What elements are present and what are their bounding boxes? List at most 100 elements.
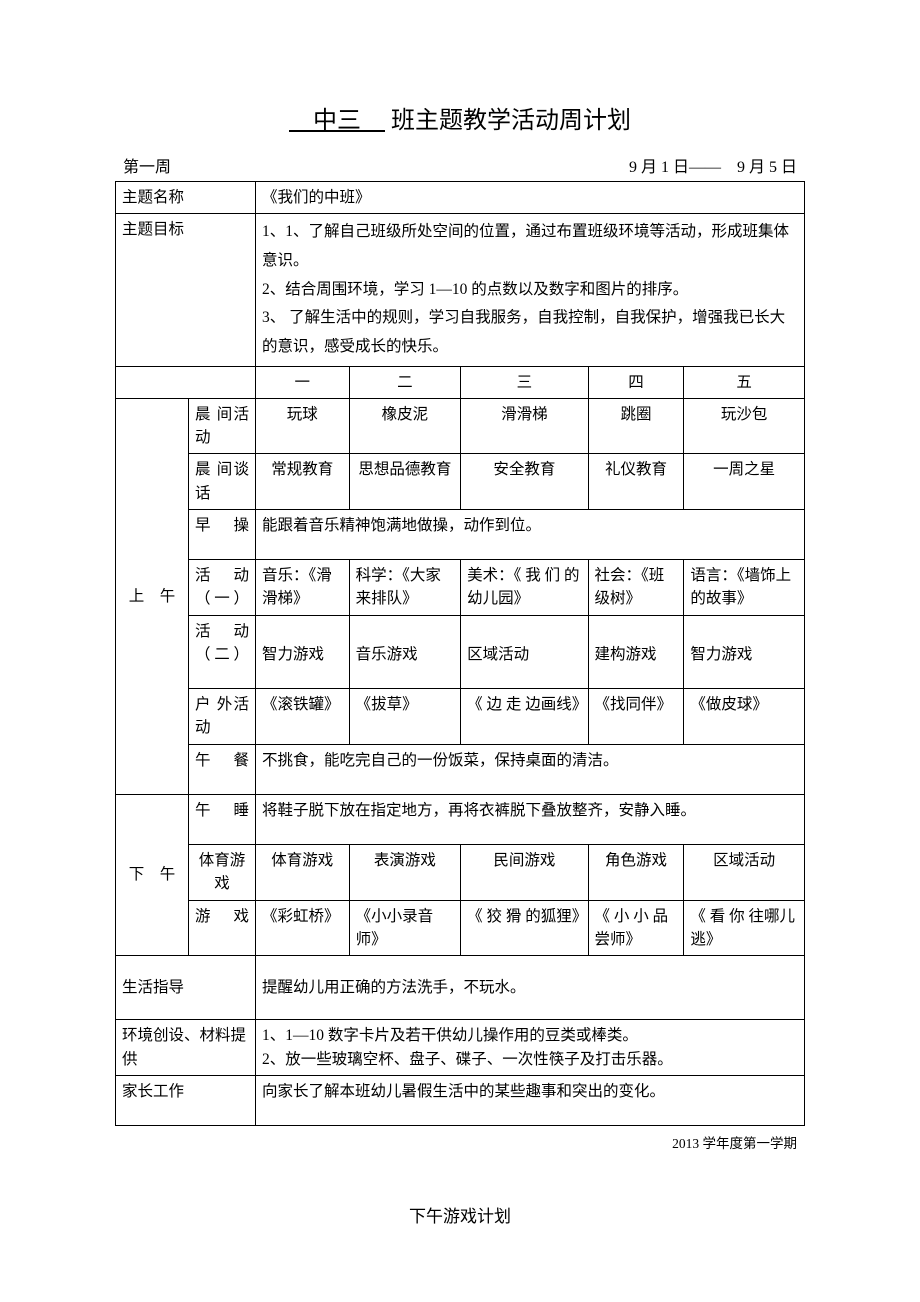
day-header-row: 一 二 三 四 五 bbox=[116, 366, 805, 398]
activity2-4-text: 建构游戏 bbox=[595, 646, 657, 663]
morning-talk-label: 晨 间谈 话 bbox=[189, 454, 256, 510]
activity1-row: 活 动（一） 音乐：《滑滑梯》 科学：《大家来排队》 美术：《 我 们 的幼儿园… bbox=[116, 560, 805, 616]
pe-row: 体育游戏 体育游戏 表演游戏 民间游戏 角色游戏 区域活动 bbox=[116, 845, 805, 901]
morning-activity-2: 橡皮泥 bbox=[349, 398, 461, 454]
game-2: 《小小录音师》 bbox=[349, 900, 461, 956]
sub-title: 下午游戏计划 bbox=[115, 1202, 805, 1227]
activity2-5: 智力游戏 bbox=[684, 615, 805, 689]
schedule-table: 主题名称 《我们的中班》 主题目标 1、1、了解自己班级所处空间的位置，通过布置… bbox=[115, 181, 805, 1126]
goal-line-2: 2、结合周围环境，学习 1—10 的点数以及数字和图片的排序。 bbox=[262, 276, 798, 305]
outdoor-1: 《滚铁罐》 bbox=[256, 689, 350, 745]
goal-line-3: 3、 了解生活中的规则，学习自我服务，自我控制，自我保护，增强我已长大的意识，感… bbox=[262, 304, 798, 361]
day-header-2: 二 bbox=[349, 366, 461, 398]
activity1-1: 音乐：《滑滑梯》 bbox=[256, 560, 350, 616]
day-header-blank bbox=[116, 366, 256, 398]
exercise-value: 能跟着音乐精神饱满地做操，动作到位。 bbox=[256, 509, 805, 559]
env-row: 环境创设、材料提供 1、1—10 数字卡片及若干供幼儿操作用的豆类或棒类。 2、… bbox=[116, 1020, 805, 1076]
activity1-label: 活 动（一） bbox=[189, 560, 256, 616]
morning-talk-row: 晨 间谈 话 常规教育 思想品德教育 安全教育 礼仪教育 一周之星 bbox=[116, 454, 805, 510]
day-header-5: 五 bbox=[684, 366, 805, 398]
nap-label: 午 睡 bbox=[189, 794, 256, 844]
morning-activity-3: 滑滑梯 bbox=[461, 398, 588, 454]
morning-activity-row: 上 午 晨 间活 动 玩球 橡皮泥 滑滑梯 跳圈 玩沙包 bbox=[116, 398, 805, 454]
activity1-5: 语言：《墙饰上的故事》 bbox=[684, 560, 805, 616]
nap-row: 下 午 午 睡 将鞋子脱下放在指定地方，再将衣裤脱下叠放整齐，安静入睡。 bbox=[116, 794, 805, 844]
outdoor-2: 《拔草》 bbox=[349, 689, 461, 745]
env-label: 环境创设、材料提供 bbox=[116, 1020, 256, 1076]
activity2-5-text: 智力游戏 bbox=[690, 646, 752, 663]
outdoor-5: 《做皮球》 bbox=[684, 689, 805, 745]
game-row: 游 戏 《彩虹桥》 《小小录音师》 《 狡 猾 的狐狸》 《 小 小 品尝师》 … bbox=[116, 900, 805, 956]
env-line-2: 2、放一些玻璃空杯、盘子、碟子、一次性筷子及打击乐器。 bbox=[262, 1048, 798, 1071]
theme-goal-row: 主题目标 1、1、了解自己班级所处空间的位置，通过布置班级环境等活动，形成班集体… bbox=[116, 214, 805, 366]
morning-label: 上 午 bbox=[116, 398, 189, 794]
lunch-label: 午 餐 bbox=[189, 744, 256, 794]
morning-talk-5: 一周之星 bbox=[684, 454, 805, 510]
activity1-2: 科学：《大家来排队》 bbox=[349, 560, 461, 616]
lunch-value: 不挑食，能吃完自己的一份饭菜，保持桌面的清洁。 bbox=[256, 744, 805, 794]
morning-talk-2: 思想品德教育 bbox=[349, 454, 461, 510]
outdoor-3: 《 边 走 边画线》 bbox=[461, 689, 588, 745]
date-range: 9 月 1 日—— 9 月 5 日 bbox=[629, 153, 797, 177]
activity1-3: 美术：《 我 们 的幼儿园》 bbox=[461, 560, 588, 616]
week-label: 第一周 bbox=[123, 153, 171, 177]
parent-label: 家长工作 bbox=[116, 1075, 256, 1125]
life-row: 生活指导 提醒幼儿用正确的方法洗手，不玩水。 bbox=[116, 956, 805, 1020]
morning-talk-4: 礼仪教育 bbox=[588, 454, 684, 510]
meta-row: 第一周 9 月 1 日—— 9 月 5 日 bbox=[115, 153, 805, 181]
game-4: 《 小 小 品尝师》 bbox=[588, 900, 684, 956]
game-1: 《彩虹桥》 bbox=[256, 900, 350, 956]
lunch-row: 午 餐 不挑食，能吃完自己的一份饭菜，保持桌面的清洁。 bbox=[116, 744, 805, 794]
game-3: 《 狡 猾 的狐狸》 bbox=[461, 900, 588, 956]
activity2-2: 音乐游戏 bbox=[349, 615, 461, 689]
outdoor-row: 户 外活 动 《滚铁罐》 《拔草》 《 边 走 边画线》 《找同伴》 《做皮球》 bbox=[116, 689, 805, 745]
afternoon-label: 下 午 bbox=[116, 794, 189, 955]
parent-row: 家长工作 向家长了解本班幼儿暑假生活中的某些趣事和突出的变化。 bbox=[116, 1075, 805, 1125]
life-value: 提醒幼儿用正确的方法洗手，不玩水。 bbox=[256, 956, 805, 1020]
title-suffix: 班主题教学活动周计划 bbox=[391, 108, 631, 134]
morning-talk-1: 常规教育 bbox=[256, 454, 350, 510]
document-page: 中三 班主题教学活动周计划 第一周 9 月 1 日—— 9 月 5 日 主题名称… bbox=[0, 0, 920, 1302]
morning-activity-5: 玩沙包 bbox=[684, 398, 805, 454]
exercise-label: 早操 bbox=[189, 509, 256, 559]
nap-value: 将鞋子脱下放在指定地方，再将衣裤脱下叠放整齐，安静入睡。 bbox=[256, 794, 805, 844]
pe-4: 角色游戏 bbox=[588, 845, 684, 901]
activity2-4: 建构游戏 bbox=[588, 615, 684, 689]
activity2-2-text: 音乐游戏 bbox=[356, 646, 418, 663]
outdoor-label: 户 外活 动 bbox=[189, 689, 256, 745]
morning-activity-4: 跳圈 bbox=[588, 398, 684, 454]
semester-footer: 2013 学年度第一学期 bbox=[115, 1126, 805, 1152]
game-label: 游 戏 bbox=[189, 900, 256, 956]
activity2-label: 活 动（二） bbox=[189, 615, 256, 689]
morning-talk-3: 安全教育 bbox=[461, 454, 588, 510]
life-label: 生活指导 bbox=[116, 956, 256, 1020]
pe-label: 体育游戏 bbox=[189, 845, 256, 901]
theme-goal-value: 1、1、了解自己班级所处空间的位置，通过布置班级环境等活动，形成班集体意识。 2… bbox=[256, 214, 805, 366]
document-title: 中三 班主题教学活动周计划 bbox=[115, 100, 805, 135]
pe-2: 表演游戏 bbox=[349, 845, 461, 901]
theme-name-label: 主题名称 bbox=[116, 182, 256, 214]
game-5: 《 看 你 往哪儿逃》 bbox=[684, 900, 805, 956]
pe-5: 区域活动 bbox=[684, 845, 805, 901]
title-class-name: 中三 bbox=[289, 108, 391, 134]
theme-name-row: 主题名称 《我们的中班》 bbox=[116, 182, 805, 214]
pe-1: 体育游戏 bbox=[256, 845, 350, 901]
theme-name-value: 《我们的中班》 bbox=[256, 182, 805, 214]
activity2-3-text: 区域活动 bbox=[467, 646, 529, 663]
env-value: 1、1—10 数字卡片及若干供幼儿操作用的豆类或棒类。 2、放一些玻璃空杯、盘子… bbox=[256, 1020, 805, 1076]
outdoor-4: 《找同伴》 bbox=[588, 689, 684, 745]
day-header-1: 一 bbox=[256, 366, 350, 398]
theme-goal-label: 主题目标 bbox=[116, 214, 256, 366]
parent-value: 向家长了解本班幼儿暑假生活中的某些趣事和突出的变化。 bbox=[256, 1075, 805, 1125]
day-header-4: 四 bbox=[588, 366, 684, 398]
exercise-row: 早操 能跟着音乐精神饱满地做操，动作到位。 bbox=[116, 509, 805, 559]
morning-activity-1: 玩球 bbox=[256, 398, 350, 454]
activity2-1: 智力游戏 bbox=[256, 615, 350, 689]
pe-3: 民间游戏 bbox=[461, 845, 588, 901]
goal-line-1: 1、1、了解自己班级所处空间的位置，通过布置班级环境等活动，形成班集体意识。 bbox=[262, 218, 798, 275]
activity2-row: 活 动（二） 智力游戏 音乐游戏 区域活动 建构游戏 智力游戏 bbox=[116, 615, 805, 689]
activity1-4: 社会：《班级树》 bbox=[588, 560, 684, 616]
env-line-1: 1、1—10 数字卡片及若干供幼儿操作用的豆类或棒类。 bbox=[262, 1024, 798, 1047]
day-header-3: 三 bbox=[461, 366, 588, 398]
activity2-1-text: 智力游戏 bbox=[262, 646, 324, 663]
